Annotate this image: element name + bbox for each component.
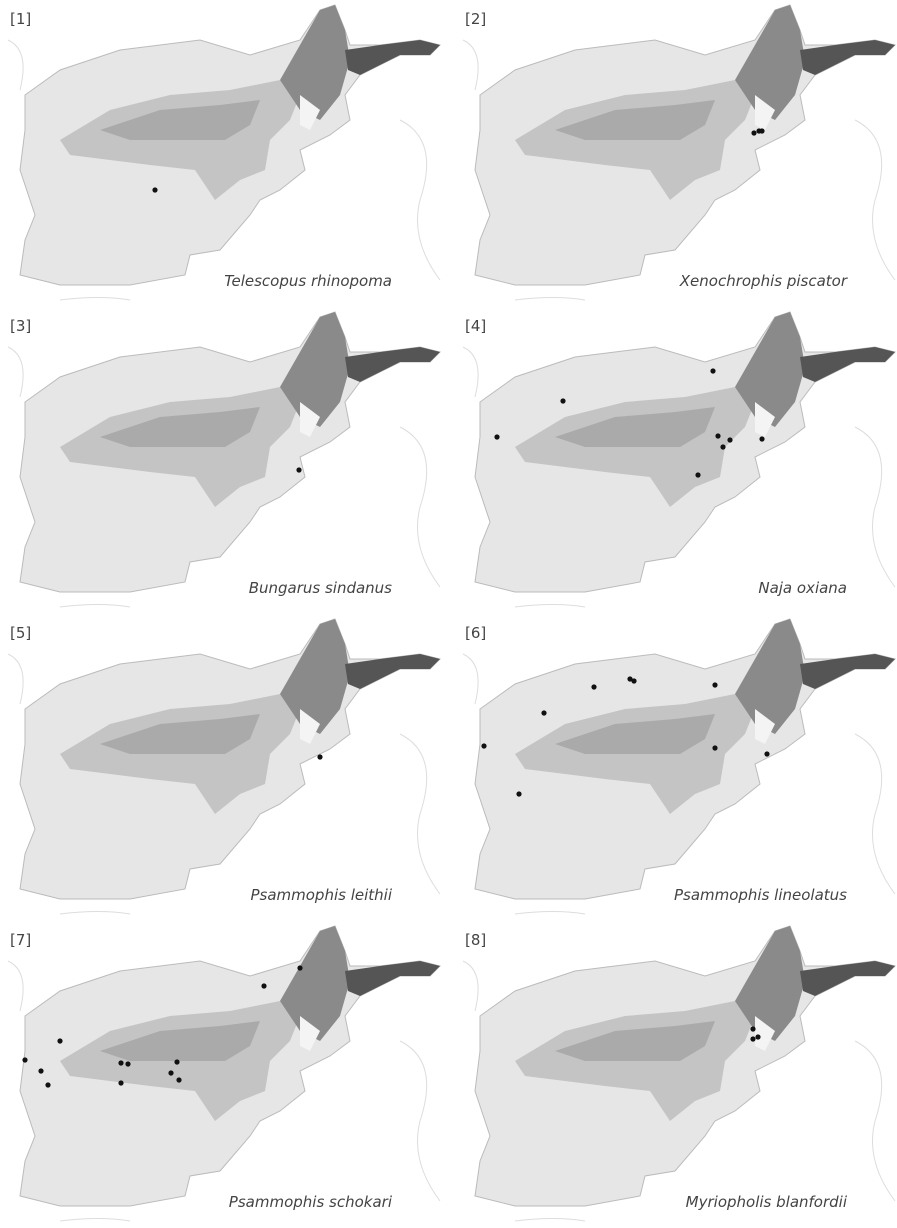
locality-dot	[750, 1026, 755, 1031]
locality-dot	[481, 743, 486, 748]
locality-dot	[261, 983, 266, 988]
map-panel: [3] Bungarus sindanus	[0, 307, 448, 614]
species-name: Psammophis leithii	[250, 886, 392, 904]
locality-dot	[22, 1057, 27, 1062]
locality-dot	[516, 791, 521, 796]
country-map	[8, 5, 440, 300]
country-map	[8, 619, 440, 914]
locality-dot	[494, 434, 499, 439]
panel-label: [4]	[465, 317, 486, 335]
species-name: Myriopholis blanfordii	[686, 1193, 848, 1211]
locality-dot	[560, 398, 565, 403]
country-map	[463, 312, 895, 607]
locality-dot	[759, 436, 764, 441]
locality-dot	[755, 1034, 760, 1039]
locality-dot	[695, 472, 700, 477]
locality-dot	[168, 1070, 173, 1075]
species-name: Naja oxiana	[758, 579, 847, 597]
locality-dot	[296, 467, 301, 472]
locality-dot	[750, 1036, 755, 1041]
map-panel: [4] Naja oxiana	[455, 307, 897, 614]
panel-label: [1]	[10, 10, 31, 28]
locality-dot	[715, 433, 720, 438]
country-map	[463, 926, 895, 1221]
locality-dot	[125, 1061, 130, 1066]
locality-dot	[38, 1068, 43, 1073]
species-name: Psammophis lineolatus	[674, 886, 847, 904]
locality-dot	[174, 1059, 179, 1064]
locality-dot	[297, 965, 302, 970]
species-name: Xenochrophis piscator	[679, 272, 848, 290]
country-map	[8, 926, 440, 1221]
locality-dot	[712, 745, 717, 750]
locality-dot	[712, 682, 717, 687]
locality-dot	[631, 678, 636, 683]
locality-dot	[152, 187, 157, 192]
locality-dot	[759, 128, 764, 133]
locality-dot	[118, 1060, 123, 1065]
country-map	[8, 312, 440, 607]
locality-dot	[45, 1082, 50, 1087]
locality-dot	[57, 1038, 62, 1043]
locality-dot	[720, 444, 725, 449]
locality-dot	[317, 754, 322, 759]
map-panel: [5] Psammophis leithii	[0, 614, 448, 921]
locality-dot	[176, 1077, 181, 1082]
locality-dot	[710, 368, 715, 373]
species-name: Telescopus rhinopoma	[224, 272, 392, 290]
country-map	[463, 619, 895, 914]
map-panel: [7] Psammophis schokari	[0, 921, 448, 1228]
panel-label: [3]	[10, 317, 31, 335]
panel-label: [7]	[10, 931, 31, 949]
map-panel: [6] Psammophis lineolatus	[455, 614, 897, 921]
panel-label: [8]	[465, 931, 486, 949]
locality-dot	[118, 1080, 123, 1085]
species-name: Bungarus sindanus	[249, 579, 392, 597]
locality-dot	[541, 710, 546, 715]
locality-dot	[591, 684, 596, 689]
map-panel: [8] Myriopholis blanfordii	[455, 921, 897, 1228]
species-name: Psammophis schokari	[229, 1193, 393, 1211]
panel-label: [2]	[465, 10, 486, 28]
locality-dot	[764, 751, 769, 756]
panel-label: [5]	[10, 624, 31, 642]
country-map	[463, 5, 895, 300]
locality-dot	[727, 437, 732, 442]
map-panel: [2] Xenochrophis piscator	[455, 0, 897, 307]
map-panel: [1] Telescopus rhinopoma	[0, 0, 448, 307]
locality-dot	[751, 130, 756, 135]
panel-label: [6]	[465, 624, 486, 642]
figure: [1] Telescopus rhinopoma [2] Xenochrophis p…	[0, 0, 897, 1228]
